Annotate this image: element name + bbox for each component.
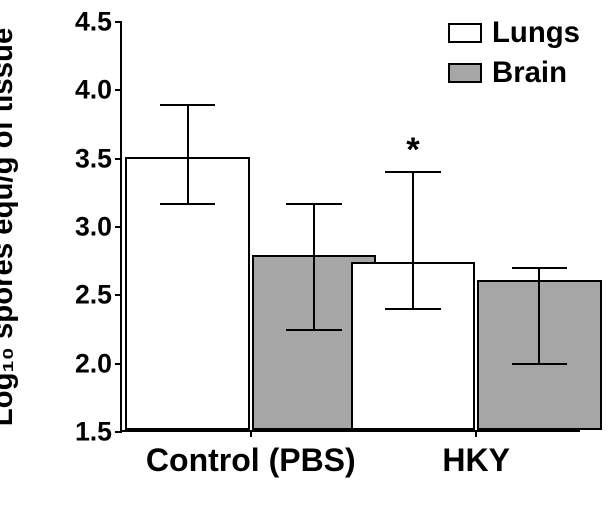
plot-area: LungsBrain 1.52.02.53.03.54.04.5Control … <box>120 22 580 432</box>
error-bar-cap <box>512 363 567 365</box>
y-tick-label: 2.0 <box>75 348 122 379</box>
spores-bar-chart: Lungs Brain 1.5 2.0 2.5 3.0 3.5 4.0 4.5 Control … <box>0 0 612 520</box>
y-tick-label: 4.0 <box>75 75 122 106</box>
error-bar-cap <box>160 104 215 106</box>
error-bar <box>538 268 540 364</box>
error-bar <box>187 105 189 203</box>
legend-label: Brain <box>482 56 567 90</box>
legend-swatch <box>448 63 482 83</box>
error-bar <box>313 204 315 330</box>
y-tick-label: 2.5 <box>75 280 122 311</box>
y-tick-label: 4.5 <box>75 7 122 38</box>
x-category-label: HKY <box>442 430 510 479</box>
y-tick-label: 3.5 <box>75 143 122 174</box>
legend-item: Lungs <box>448 16 580 50</box>
error-bar <box>412 172 414 309</box>
legend: Lungs Brain <box>448 16 580 96</box>
y-tick-label: 1.5 <box>75 417 122 448</box>
error-bar-cap <box>385 171 440 173</box>
x-category-label: Control (PBS) <box>146 430 356 479</box>
error-bar-cap <box>286 203 341 205</box>
y-axis-label: Log₁₀ spores equ/g of tissue <box>0 28 20 427</box>
error-bar-cap <box>512 267 567 269</box>
legend-label: Lungs <box>482 16 580 50</box>
error-bar-cap <box>160 203 215 205</box>
significance-marker: * <box>406 131 420 170</box>
legend-item: Brain <box>448 56 580 90</box>
error-bar-cap <box>385 308 440 310</box>
error-bar-cap <box>286 329 341 331</box>
y-tick-label: 3.0 <box>75 212 122 243</box>
legend-swatch <box>448 23 482 43</box>
